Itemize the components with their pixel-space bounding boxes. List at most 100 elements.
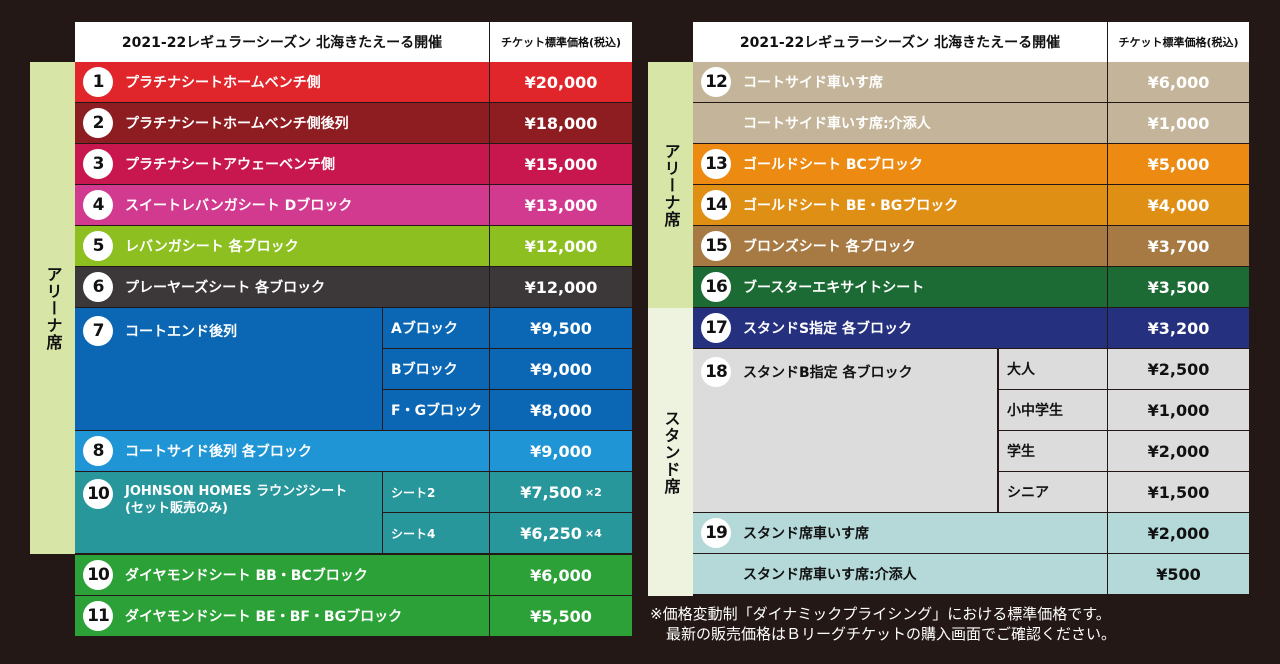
seat-name: プラチナシートアウェーベンチ側 (125, 157, 335, 173)
seat-row-price: ¥5,000 (1108, 144, 1250, 185)
seat-name: プラチナシートホームベンチ側 (125, 75, 321, 91)
court-side-name: 8 コートサイド後列 各ブロック (75, 431, 490, 472)
seat-row-price: ¥2,000 (1108, 513, 1250, 554)
seat-row-price: ¥500 (1108, 554, 1250, 595)
seat-row-name: 12 コートサイド車いす席 (693, 62, 1108, 103)
seat-number-badge: 17 (701, 313, 731, 343)
lounge-sub-2: シート2 (383, 472, 490, 513)
seat-row-name: 13 ゴールドシート BCブロック (693, 144, 1108, 185)
stand-s-name: 17 スタンドS指定 各ブロック (693, 308, 1108, 349)
seat-row-price: ¥18,000 (490, 103, 633, 144)
seat-name: スタンドB指定 各ブロック (743, 365, 913, 381)
seat-row-name: 6 プレーヤーズシート 各ブロック (75, 267, 490, 308)
seat-row-name: 4 スイートレバンガシート Dブロック (75, 185, 490, 226)
seat-number-badge: 14 (701, 190, 731, 220)
seat-number-badge: 1 (83, 67, 113, 97)
seat-row-name: スタンド席車いす席:介添人 (693, 554, 1108, 595)
seat-name: プレーヤーズシート 各ブロック (125, 280, 326, 296)
seat-name: コートサイド後列 各ブロック (125, 444, 312, 460)
lounge-price-4: ¥6,250 ×4 (490, 513, 633, 554)
stand-b-sub-price: ¥2,500 (1108, 349, 1250, 390)
price-multiplier: ×4 (584, 526, 602, 540)
court-end-sub-a: Aブロック (383, 308, 490, 349)
price-value: ¥7,500 (520, 482, 582, 502)
seat-name: コートエンド後列 (125, 324, 237, 340)
stand-b-sub-label: 小中学生 (998, 390, 1108, 431)
court-end-sub-b: Bブロック (383, 349, 490, 390)
seat-name: レバンガシート 各ブロック (125, 239, 299, 255)
right-header-price: チケット標準価格(税込) (1108, 22, 1250, 62)
seat-row-price: ¥6,000 (1108, 62, 1250, 103)
seat-row-price: ¥13,000 (490, 185, 633, 226)
seat-name: JOHNSON HOMES ラウンジシート (125, 484, 348, 499)
seat-row-price: ¥4,000 (1108, 185, 1250, 226)
right-arena-side-label: アリーナ席 (648, 62, 693, 308)
seat-row-name: 14 ゴールドシート BE・BGブロック (693, 185, 1108, 226)
arena-seat-label: アリーナ席 (43, 265, 63, 351)
seat-row-price: ¥12,000 (490, 267, 633, 308)
seat-row-name: 2 プラチナシートホームベンチ側後列 (75, 103, 490, 144)
stand-b-sub-price: ¥1,500 (1108, 472, 1250, 513)
price-multiplier: ×2 (584, 485, 602, 499)
seat-row-name: 16 ブースターエキサイトシート (693, 267, 1108, 308)
seat-number-badge: 4 (83, 190, 113, 220)
seat-name: ブロンズシート 各ブロック (743, 239, 916, 255)
stand-b-sub-label: 大人 (998, 349, 1108, 390)
seat-row-price: ¥1,000 (1108, 103, 1250, 144)
court-end-name: 7 コートエンド後列 (75, 308, 383, 431)
right-stand-side-label: スタンド席 (648, 308, 693, 596)
seat-name: ゴールドシート BE・BGブロック (743, 198, 959, 214)
stand-b-sub-price: ¥1,000 (1108, 390, 1250, 431)
pricing-note-line2: 最新の販売価格はＢリーグチケットの購入画面でご確認ください。 (666, 625, 1117, 643)
seat-row-name: 19 スタンド席車いす席 (693, 513, 1108, 554)
lounge-price-2: ¥7,500 ×2 (490, 472, 633, 513)
seat-number-badge: 18 (701, 357, 731, 387)
seat-name: スイートレバンガシート Dブロック (125, 198, 353, 214)
left-side-label: アリーナ席 (30, 62, 75, 554)
court-end-sub-fg: F・Gブロック (383, 390, 490, 431)
seat-row-price: ¥5,500 (490, 596, 633, 637)
arena-seat-label: アリーナ席 (661, 142, 681, 228)
left-header-price: チケット標準価格(税込) (490, 22, 633, 62)
seat-name: スタンド席車いす席:介添人 (743, 567, 917, 583)
stand-b-sub-label: シニア (998, 472, 1108, 513)
seat-number-badge: 2 (83, 108, 113, 138)
pricing-note-line1: ※価格変動制「ダイナミックプライシング」における標準価格です。 (650, 605, 1111, 623)
seat-row-price: ¥12,000 (490, 226, 633, 267)
seat-name: スタンドS指定 各ブロック (743, 321, 912, 337)
seat-number-badge: 13 (701, 149, 731, 179)
left-header-title: 2021-22レギュラーシーズン 北海きたえーる開催 (75, 22, 490, 62)
seat-number-badge: 3 (83, 149, 113, 179)
seat-number-badge: 15 (701, 231, 731, 261)
lounge-name: 10 JOHNSON HOMES ラウンジシート (セット販売のみ) (75, 472, 383, 554)
price-value: ¥6,250 (520, 523, 582, 543)
seat-name: ダイヤモンドシート BE・BF・BGブロック (125, 609, 403, 625)
court-end-price-a: ¥9,500 (490, 308, 633, 349)
seat-number-badge: 12 (701, 67, 731, 97)
court-end-price-fg: ¥8,000 (490, 390, 633, 431)
seat-row-name: 15 ブロンズシート 各ブロック (693, 226, 1108, 267)
court-side-price: ¥9,000 (490, 431, 633, 472)
pricing-note: ※価格変動制「ダイナミックプライシング」における標準価格です。 最新の販売価格は… (650, 604, 1280, 644)
seat-row-name: 5 レバンガシート 各ブロック (75, 226, 490, 267)
stand-b-sub-price: ¥2,000 (1108, 431, 1250, 472)
seat-name: ダイヤモンドシート BB・BCブロック (125, 568, 368, 584)
seat-number-badge: 5 (83, 231, 113, 261)
seat-row-price: ¥15,000 (490, 144, 633, 185)
seat-name-note: (セット販売のみ) (125, 501, 228, 516)
seat-row-name: 10 ダイヤモンドシート BB・BCブロック (75, 555, 490, 596)
seat-number-badge: 10 (83, 479, 113, 509)
stand-b-sub-label: 学生 (998, 431, 1108, 472)
seat-row-name: 1 プラチナシートホームベンチ側 (75, 62, 490, 103)
seat-name: コートサイド車いす席:介添人 (743, 116, 931, 132)
seat-row-price: ¥3,700 (1108, 226, 1250, 267)
seat-number-badge: 6 (83, 272, 113, 302)
seat-name: コートサイド車いす席 (743, 75, 883, 91)
seat-number-badge: 8 (83, 436, 113, 466)
stand-b-name: 18 スタンドB指定 各ブロック (693, 349, 998, 513)
seat-row-name: コートサイド車いす席:介添人 (693, 103, 1108, 144)
court-end-price-b: ¥9,000 (490, 349, 633, 390)
lounge-sub-4: シート4 (383, 513, 490, 554)
seat-number-badge: 19 (701, 518, 731, 548)
seat-name: プラチナシートホームベンチ側後列 (125, 116, 349, 132)
